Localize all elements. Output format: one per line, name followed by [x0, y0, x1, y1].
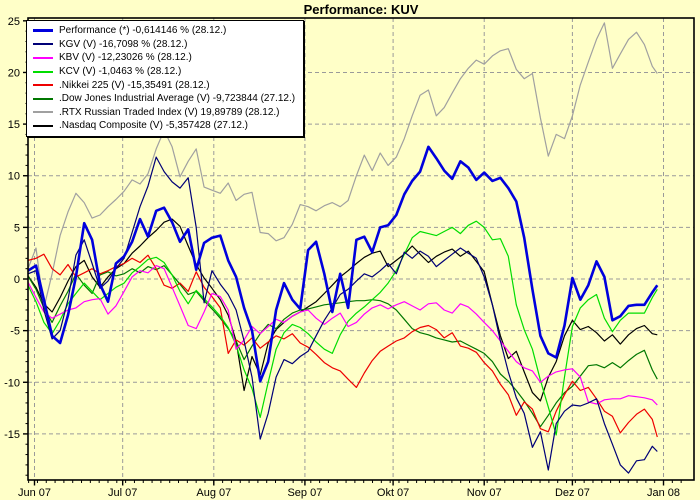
x-tick-label: Nov 07	[467, 487, 502, 499]
x-tick-label: Jul 07	[108, 487, 137, 499]
legend-label: .Nasdaq Composite (V) -5,357428 (27.12.)	[59, 120, 248, 132]
legend-swatch	[33, 124, 53, 127]
legend-label: KBV (V) -12,23026 % (28.12.)	[59, 52, 192, 64]
legend-item: .RTX Russian Traded Index (V) 19,89789 (…	[33, 106, 295, 120]
legend-swatch	[33, 97, 53, 100]
legend-item: .Dow Jones Industrial Average (V) -9,723…	[33, 92, 295, 106]
y-tick-label: -15	[4, 429, 20, 441]
x-tick-label: Dez 07	[555, 487, 590, 499]
legend-label: .RTX Russian Traded Index (V) 19,89789 (…	[59, 106, 280, 118]
y-tick-label: -5	[10, 326, 20, 338]
x-axis: Jun 07 Jul 07 Aug 07 Sep 07 Okt 07 Nov 07 Dez …	[18, 480, 682, 499]
legend-swatch	[33, 43, 53, 46]
legend-swatch	[33, 70, 53, 73]
legend-label: KCV (V) -1,0463 % (28.12.)	[59, 66, 182, 78]
legend-label: Performance (*) -0,614146 % (28.12.)	[59, 25, 227, 37]
legend-item: KBV (V) -12,23026 % (28.12.)	[33, 51, 295, 65]
y-tick-label: 10	[8, 171, 20, 183]
legend-label: .Dow Jones Industrial Average (V) -9,723…	[59, 93, 296, 105]
legend-item: KCV (V) -1,0463 % (28.12.)	[33, 65, 295, 79]
series-line-performance	[28, 145, 659, 383]
chart-plot-area[interactable]	[27, 17, 695, 481]
y-tick-label: 15	[8, 119, 20, 131]
series-line-dow-jones-industrial-average	[28, 265, 658, 428]
series-line-nikkei-225	[28, 253, 658, 438]
series-line-kbv	[28, 265, 658, 406]
legend-item: Performance (*) -0,614146 % (28.12.)	[33, 24, 295, 38]
x-tick-label: Okt 07	[377, 487, 409, 499]
legend-swatch	[33, 84, 53, 87]
y-axis: 25 20 15 10 5 0 -5 -10 -15	[4, 16, 28, 476]
legend-swatch	[33, 56, 53, 59]
series-line-rtx-russian-traded-index	[28, 22, 658, 309]
series-group	[28, 22, 659, 474]
legend-swatch	[33, 111, 53, 114]
x-tick-label: Sep 07	[287, 487, 322, 499]
chart-legend: Performance (*) -0,614146 % (28.12.) KGV …	[26, 20, 305, 137]
y-tick-label: 0	[14, 274, 20, 286]
legend-item: KGV (V) -16,7098 % (28.12.)	[33, 38, 295, 52]
chart-title: Performance: KUV	[303, 2, 419, 17]
legend-item: .Nasdaq Composite (V) -5,357428 (27.12.)	[33, 119, 295, 133]
x-tick-label: Jan 08	[647, 487, 680, 499]
legend-label: .Nikkei 225 (V) -15,35491 (28.12.)	[59, 79, 210, 91]
x-tick-label: Aug 07	[196, 487, 231, 499]
legend-swatch	[33, 29, 53, 33]
legend-label: KGV (V) -16,7098 % (28.12.)	[59, 38, 188, 50]
y-tick-label: 20	[8, 67, 20, 79]
series-line-nasdaq-composite	[28, 218, 658, 402]
y-tick-label: -10	[4, 377, 20, 389]
y-tick-label: 5	[14, 222, 20, 234]
x-tick-label: Jun 07	[18, 487, 51, 499]
y-tick-label: 25	[8, 16, 20, 28]
legend-item: .Nikkei 225 (V) -15,35491 (28.12.)	[33, 78, 295, 92]
